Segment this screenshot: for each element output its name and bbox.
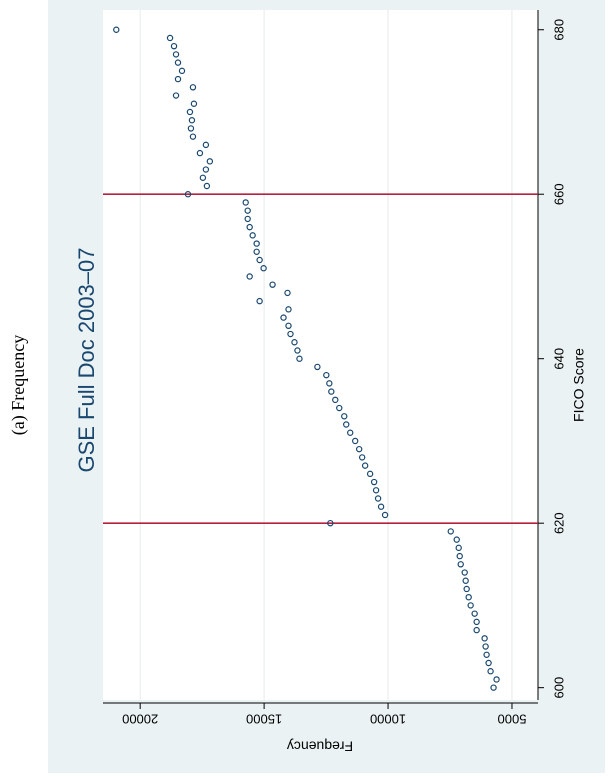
point — [493, 676, 500, 683]
point — [358, 454, 366, 461]
point — [366, 470, 374, 478]
point — [253, 240, 260, 247]
point — [189, 133, 197, 140]
x-tick-label: 620 — [551, 512, 566, 534]
point — [244, 207, 251, 214]
point — [186, 108, 194, 116]
point — [326, 380, 333, 387]
point — [482, 643, 489, 650]
point — [372, 487, 380, 494]
y-tick-label: 5000 — [498, 712, 527, 727]
rotated-chart: (a) Frequency GSE Full Doc 2003–07 FICO … — [8, 0, 605, 773]
point — [296, 355, 303, 362]
point — [285, 322, 292, 330]
point — [455, 544, 462, 552]
point — [284, 289, 291, 297]
point — [463, 585, 470, 593]
point — [202, 141, 210, 149]
point — [377, 503, 385, 510]
point — [352, 437, 359, 445]
point — [381, 511, 389, 519]
point — [487, 668, 494, 675]
point — [328, 388, 335, 395]
point — [471, 610, 478, 617]
point — [189, 84, 197, 91]
point — [456, 552, 463, 560]
point — [256, 297, 263, 305]
y-tick-label: 15000 — [246, 712, 282, 727]
point — [166, 34, 174, 42]
point — [256, 256, 263, 264]
y-tick-label: 10000 — [370, 712, 406, 727]
point — [253, 248, 260, 255]
point — [174, 59, 182, 66]
caption: (a) Frequency — [8, 335, 29, 435]
point — [347, 429, 354, 436]
point — [327, 519, 334, 527]
point — [481, 635, 488, 642]
point — [190, 100, 198, 107]
point — [242, 199, 249, 206]
point — [453, 536, 460, 543]
point — [341, 413, 348, 420]
point — [355, 445, 363, 453]
point — [473, 626, 480, 634]
point — [246, 223, 253, 231]
x-axis-title: FICO Score — [571, 348, 587, 422]
point — [457, 561, 464, 568]
point — [490, 684, 497, 691]
point — [188, 117, 196, 124]
point — [246, 273, 253, 280]
point — [260, 265, 267, 272]
point — [323, 371, 330, 379]
point — [206, 158, 214, 165]
x-tick-label: 600 — [551, 677, 566, 699]
point — [178, 67, 186, 75]
point — [374, 495, 382, 502]
point — [294, 347, 301, 354]
point — [285, 306, 292, 313]
point — [184, 191, 192, 198]
point — [196, 149, 204, 157]
point — [332, 396, 339, 404]
point — [447, 528, 454, 535]
point — [172, 51, 180, 58]
point — [280, 314, 287, 321]
point — [187, 125, 195, 132]
point — [203, 182, 211, 190]
point — [249, 232, 256, 239]
point — [287, 330, 294, 338]
point — [485, 659, 492, 667]
x-tick-label: 680 — [551, 19, 566, 41]
point — [314, 363, 321, 371]
point — [473, 618, 480, 626]
point — [170, 42, 178, 50]
point — [269, 281, 276, 288]
point — [467, 602, 474, 609]
point — [343, 421, 350, 428]
point — [199, 174, 207, 181]
point — [113, 26, 120, 33]
plot-area — [103, 10, 538, 700]
point — [336, 404, 343, 412]
point — [462, 577, 469, 584]
point — [291, 339, 298, 346]
point — [483, 651, 490, 658]
chart-title: GSE Full Doc 2003–07 — [74, 247, 99, 472]
y-axis-title: Frequency — [287, 738, 353, 754]
point — [244, 215, 251, 223]
point — [361, 462, 369, 469]
point — [370, 478, 378, 486]
y-tick-label: 20000 — [122, 712, 158, 727]
point — [172, 92, 180, 99]
point — [461, 569, 468, 576]
point — [465, 593, 472, 601]
point — [202, 166, 210, 173]
point — [174, 75, 182, 83]
x-tick-label: 660 — [551, 183, 566, 205]
x-tick-label: 640 — [551, 348, 566, 370]
